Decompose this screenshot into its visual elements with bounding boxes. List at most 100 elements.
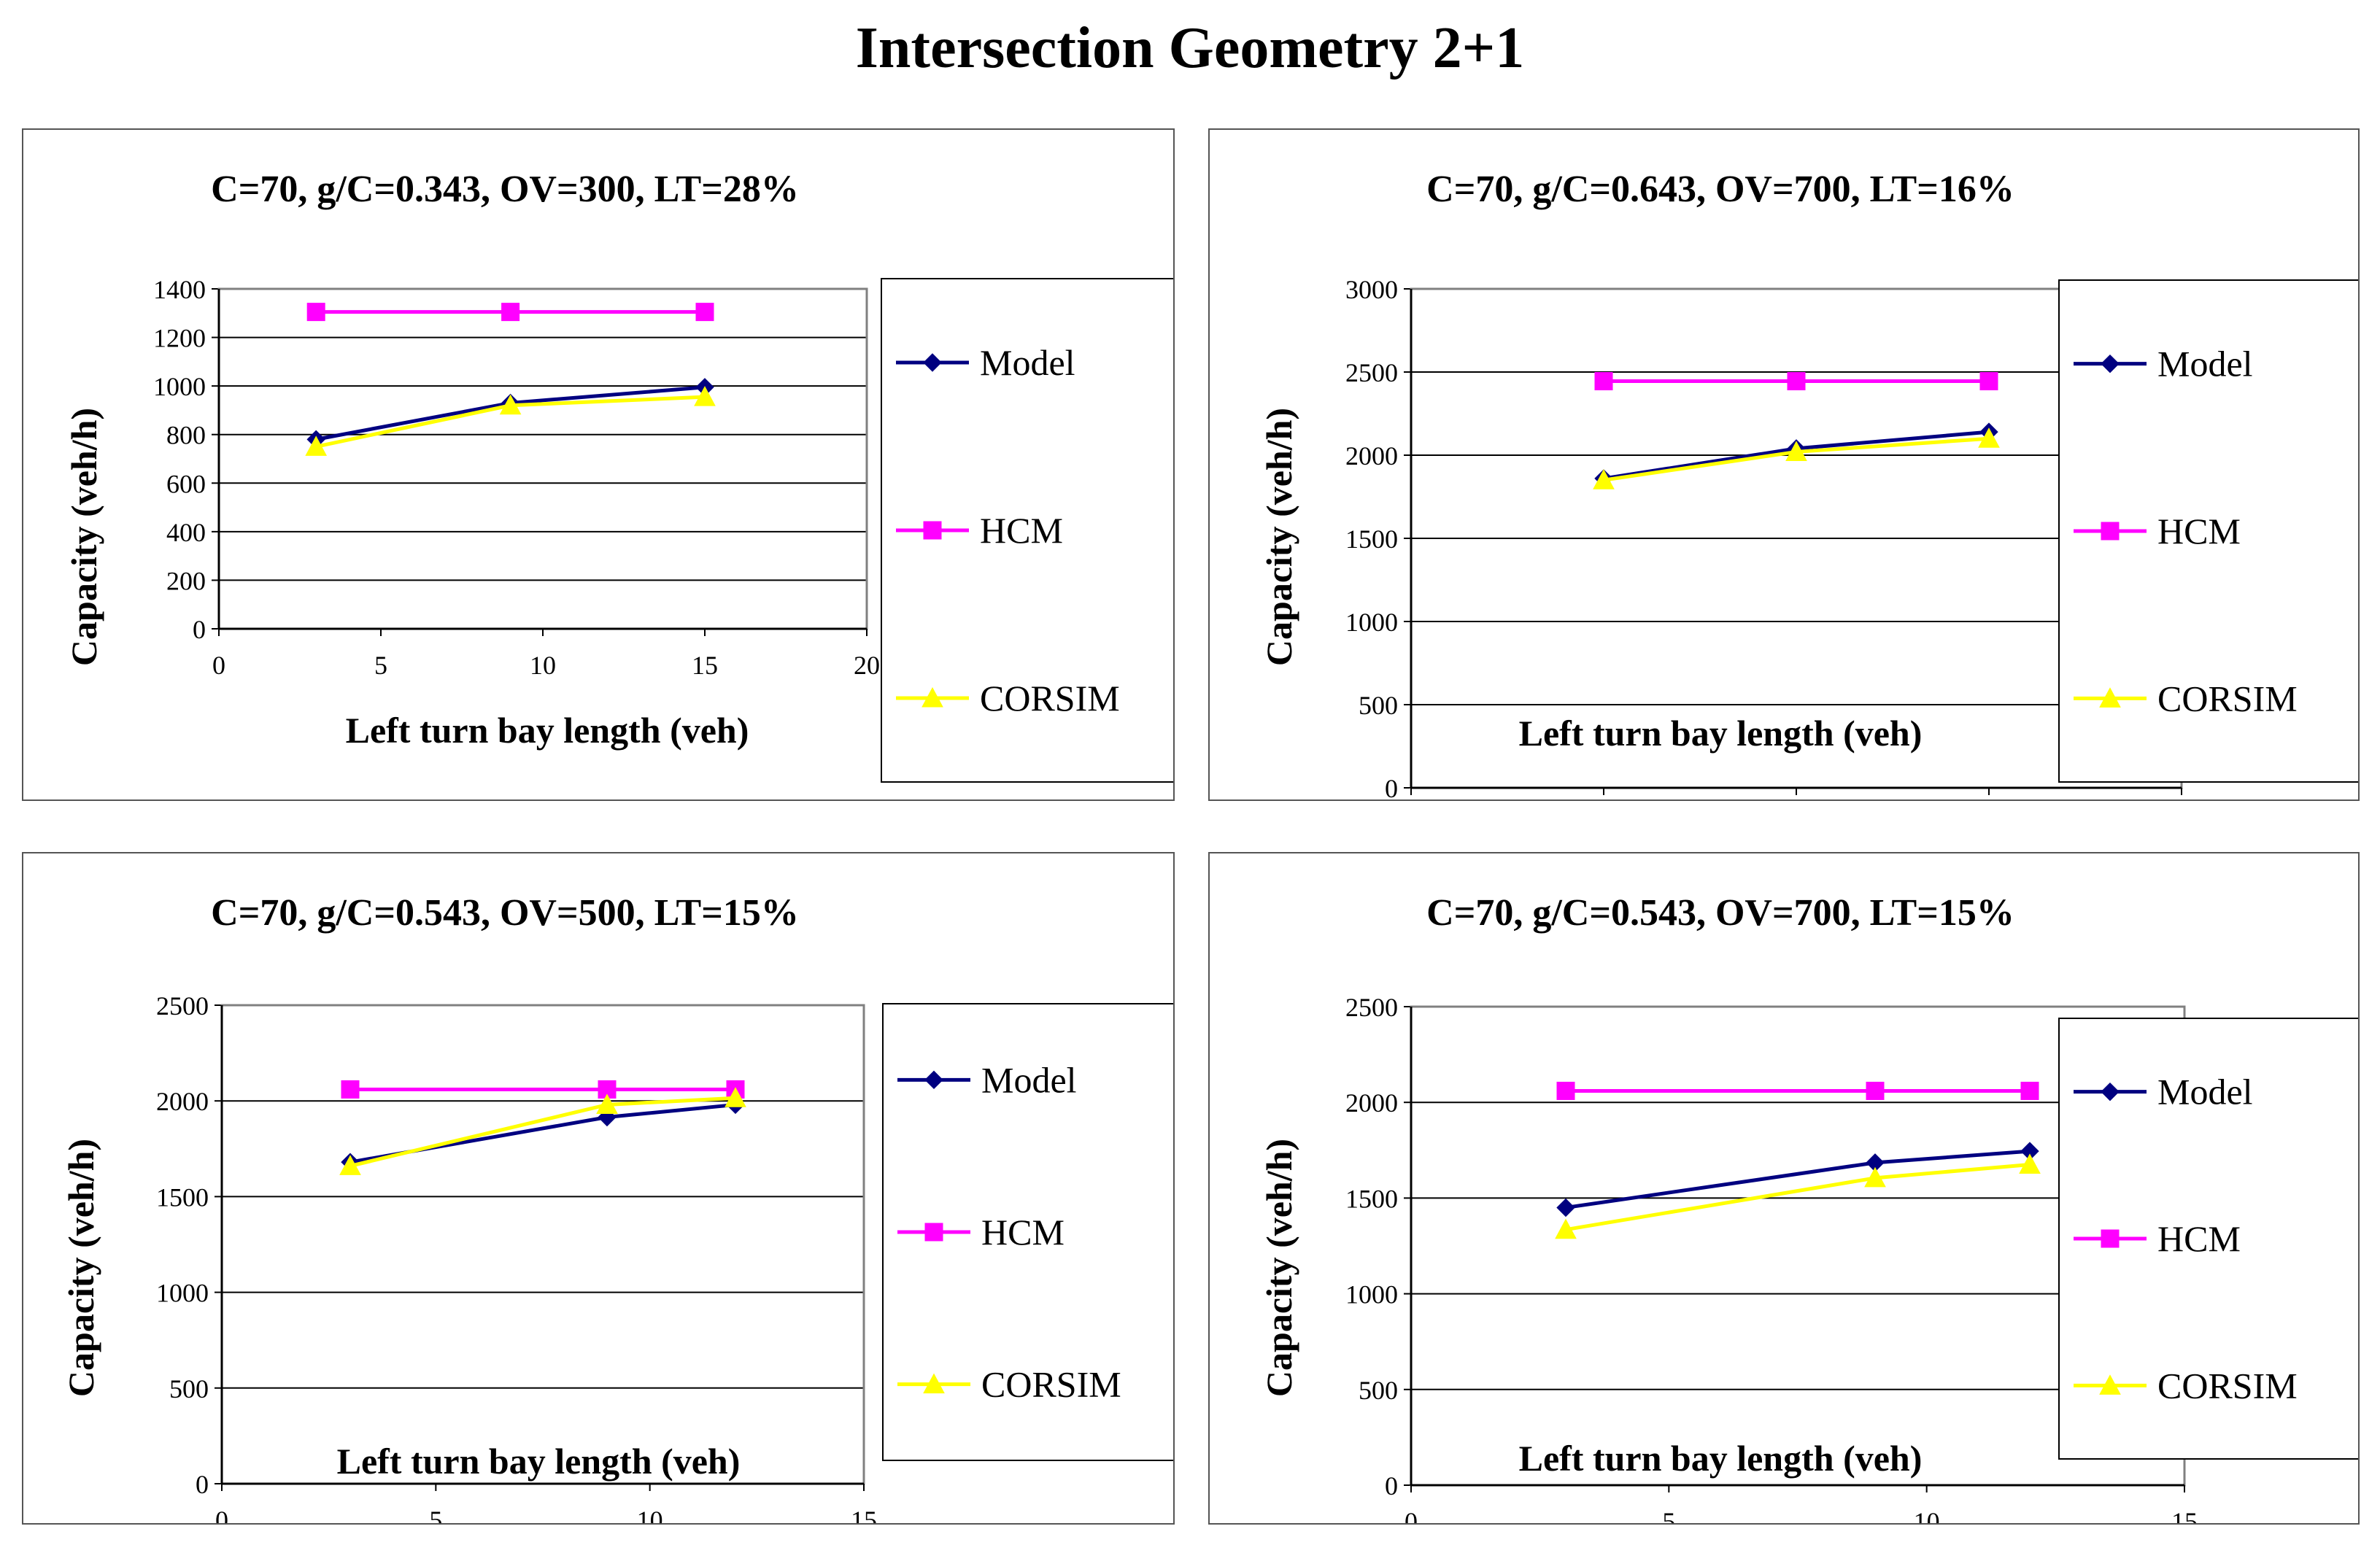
y-tick-label: 1200 xyxy=(153,324,206,353)
legend-label-hcm: HCM xyxy=(2157,1218,2241,1259)
legend-label-model: Model xyxy=(981,1059,1077,1100)
chart-3: C=70, g/C=0.543, OV=500, LT=15%050010001… xyxy=(61,892,2036,1535)
legend-marker-hcm xyxy=(2101,522,2120,541)
x-tick-label: 0 xyxy=(215,1506,228,1523)
legend-label-corsim: CORSIM xyxy=(2157,678,2298,719)
x-axis-label: Left turn bay length (veh) xyxy=(1519,1438,1923,1479)
page-title: Intersection Geometry 2+1 xyxy=(855,16,1525,80)
legend-marker-model xyxy=(2101,1082,2120,1101)
data-point-corsim xyxy=(1978,427,2000,448)
legend-label-corsim: CORSIM xyxy=(980,678,1120,719)
legend-label-model: Model xyxy=(980,342,1075,383)
legend-label-corsim: CORSIM xyxy=(981,1364,1121,1405)
data-point-hcm xyxy=(695,303,714,322)
data-point-hcm xyxy=(341,1080,360,1099)
y-tick-label: 0 xyxy=(193,615,206,644)
data-point-hcm xyxy=(1866,1081,1885,1100)
legend-marker-model xyxy=(924,1070,943,1090)
x-tick-label: 5 xyxy=(1662,1507,1675,1523)
y-tick-label: 2500 xyxy=(1345,358,1398,387)
chart-panel-1: C=70, g/C=0.343, OV=300, LT=28% 0 200 400 60… xyxy=(22,128,2033,801)
data-point-corsim xyxy=(596,1093,618,1114)
chart-panel-2: C=70, g/C=0.643, OV=700, LT=16% 0 500 1000 1… xyxy=(1208,128,2380,839)
data-point-model xyxy=(1556,1198,1575,1217)
legend-marker-corsim xyxy=(923,1373,945,1394)
legend-label-hcm: HCM xyxy=(2157,511,2241,551)
y-tick-label: 2000 xyxy=(156,1087,209,1116)
x-tick-label: 5 xyxy=(429,1506,442,1523)
chart-1: C=70, g/C=0.343, OV=300, LT=28% 0 200 400 60… xyxy=(63,169,2033,783)
chart-4: C=70, g/C=0.543, OV=700, LT=15% 0 500 1000 1… xyxy=(1259,892,2380,1536)
y-tick-label: 1000 xyxy=(1345,1280,1398,1309)
y-axis-label: Capacity (veh/h) xyxy=(1259,1139,1299,1397)
x-tick-label: 10 xyxy=(530,651,556,680)
chart-title: C=70, g/C=0.543, OV=700, LT=15% xyxy=(1426,892,2014,934)
legend-marker-corsim xyxy=(922,686,943,708)
legend-label-hcm: HCM xyxy=(981,1212,1065,1252)
data-point-corsim xyxy=(725,1087,746,1107)
y-axis-label: Capacity (veh/h) xyxy=(1259,408,1299,666)
y-tick-label: 1000 xyxy=(153,372,206,401)
y-tick-label: 2500 xyxy=(156,991,209,1021)
data-point-corsim xyxy=(1864,1166,1886,1188)
x-axis-label: Left turn bay length (veh) xyxy=(337,1441,741,1482)
data-point-hcm xyxy=(2020,1081,2039,1100)
legend-marker-model xyxy=(923,353,942,372)
x-tick-label: 0 xyxy=(212,651,225,680)
chart-panel-4: C=70, g/C=0.543, OV=700, LT=15% 0 500 1000 1… xyxy=(1208,852,2380,1536)
legend-marker-hcm xyxy=(924,1223,943,1242)
y-tick-label: 600 xyxy=(166,469,206,498)
y-tick-label: 0 xyxy=(196,1470,209,1499)
y-tick-label: 2000 xyxy=(1345,441,1398,471)
y-tick-label: 400 xyxy=(166,518,206,547)
series-line-corsim xyxy=(349,1096,736,1168)
y-tick-label: 2000 xyxy=(1345,1088,1398,1118)
y-tick-label: 0 xyxy=(1385,774,1398,799)
y-tick-label: 3000 xyxy=(1345,275,1398,304)
y-tick-label: 2500 xyxy=(1345,993,1398,1022)
plot-area xyxy=(220,1004,865,1485)
data-point-corsim xyxy=(1555,1218,1577,1239)
chart-title: C=70, g/C=0.343, OV=300, LT=28% xyxy=(211,169,799,210)
legend-marker-hcm xyxy=(923,521,942,540)
chart-title: C=70, g/C=0.543, OV=500, LT=15% xyxy=(211,892,799,934)
data-point-hcm xyxy=(1787,372,1806,391)
legend-label-corsim: CORSIM xyxy=(2157,1365,2298,1406)
y-tick-label: 1000 xyxy=(1345,608,1398,637)
y-tick-label: 1500 xyxy=(1345,1184,1398,1213)
y-axis-label: Capacity (veh/h) xyxy=(61,1139,101,1397)
data-point-hcm xyxy=(501,303,520,322)
data-point-hcm xyxy=(306,303,325,322)
data-point-corsim xyxy=(2019,1153,2041,1174)
legend-marker-corsim xyxy=(2099,1374,2121,1395)
x-tick-label: 5 xyxy=(374,651,387,680)
y-tick-label: 800 xyxy=(166,421,206,450)
chart-title: C=70, g/C=0.643, OV=700, LT=16% xyxy=(1426,169,2014,210)
y-tick-label: 200 xyxy=(166,566,206,595)
legend-label-model: Model xyxy=(2157,344,2253,384)
y-axis-label: Capacity (veh/h) xyxy=(63,408,104,666)
x-tick-label: 10 xyxy=(637,1506,663,1523)
legend-marker-hcm xyxy=(2101,1229,2120,1248)
y-tick-label: 500 xyxy=(1359,691,1398,720)
x-tick-label: 0 xyxy=(1405,1507,1418,1523)
x-tick-label: 15 xyxy=(851,1506,877,1523)
y-tick-label: 500 xyxy=(169,1374,209,1403)
data-point-corsim xyxy=(305,435,328,456)
legend-label-hcm: HCM xyxy=(980,510,1063,551)
legend-label-model: Model xyxy=(2157,1072,2253,1112)
x-tick-label: 15 xyxy=(2171,1507,2198,1523)
x-tick-label: 15 xyxy=(692,651,718,680)
data-point-hcm xyxy=(1556,1081,1575,1100)
y-tick-label: 500 xyxy=(1359,1376,1398,1405)
chart-2: C=70, g/C=0.643, OV=700, LT=16% 0 500 1000 1… xyxy=(1259,169,2380,839)
series-line-model xyxy=(1565,1149,2031,1209)
data-point-hcm xyxy=(1594,372,1613,391)
y-tick-label: 0 xyxy=(1385,1471,1398,1501)
x-axis-label: Left turn bay length (veh) xyxy=(346,710,749,751)
x-axis-label: Left turn bay length (veh) xyxy=(1519,713,1923,754)
y-tick-label: 1000 xyxy=(156,1279,209,1308)
plot-area xyxy=(217,287,868,630)
data-point-corsim xyxy=(1785,441,1807,461)
data-point-corsim xyxy=(694,386,716,406)
